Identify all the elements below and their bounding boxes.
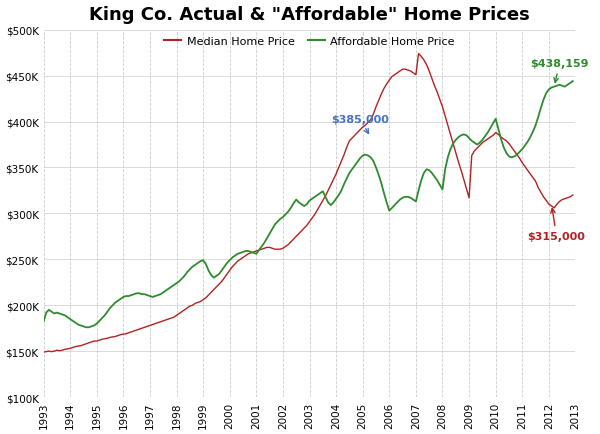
Text: $315,000: $315,000 xyxy=(527,209,586,242)
Text: $385,000: $385,000 xyxy=(331,114,389,134)
Title: King Co. Actual & "Affordable" Home Prices: King Co. Actual & "Affordable" Home Pric… xyxy=(89,6,530,23)
Legend: Median Home Price, Affordable Home Price: Median Home Price, Affordable Home Price xyxy=(160,33,459,51)
Text: $438,159: $438,159 xyxy=(530,59,589,83)
